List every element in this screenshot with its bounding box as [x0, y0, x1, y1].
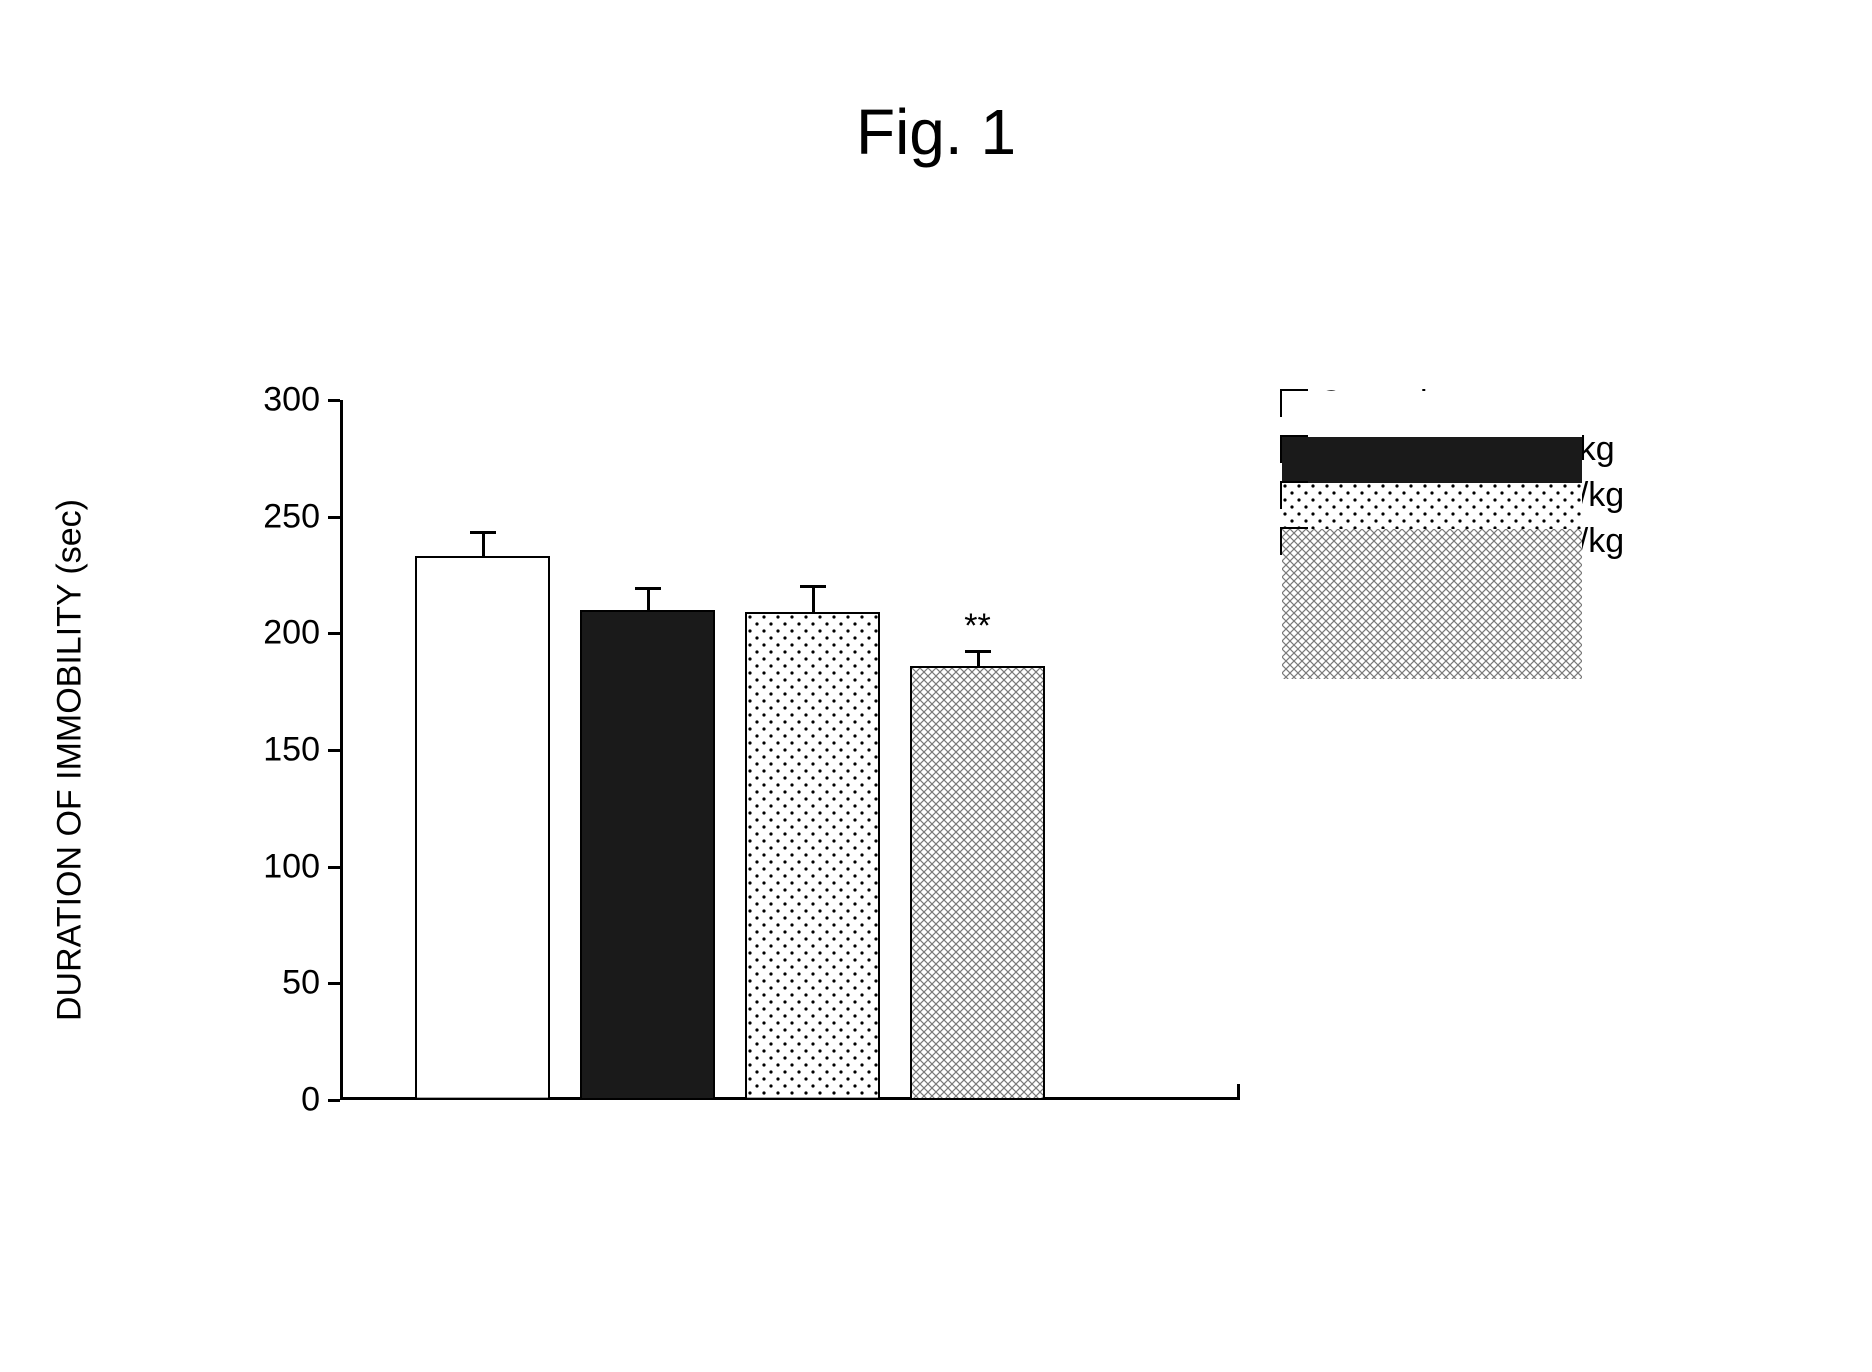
legend-swatch [1280, 527, 1308, 555]
y-tick-label: 0 [301, 1081, 340, 1120]
page: Fig. 1 DURATION OF IMMOBILITY (sec) 0501… [0, 0, 1872, 1372]
y-tick-label: 50 [282, 964, 340, 1003]
y-tick-label: 100 [263, 847, 340, 886]
error-bar-cap [800, 585, 826, 588]
bar [580, 610, 715, 1100]
bar [910, 666, 1045, 1100]
error-bar [482, 533, 485, 556]
bar [415, 556, 550, 1100]
y-tick-label: 200 [263, 614, 340, 653]
error-bar-cap [635, 587, 661, 590]
legend-swatch [1280, 389, 1308, 417]
y-axis-label: DURATION OF IMMOBILITY (sec) [51, 499, 90, 1021]
legend-item: Control [1280, 380, 1624, 426]
y-tick-label: 150 [263, 731, 340, 770]
legend-swatch [1280, 435, 1308, 463]
significance-marker: ** [964, 607, 990, 646]
legend-swatch [1280, 481, 1308, 509]
legend: ControlD-ribose 30 mg/kgD-ribose 100 mg/… [1280, 380, 1624, 564]
plot-area: 050100150200250300** [340, 400, 1240, 1100]
error-bar [977, 652, 980, 666]
bar [745, 612, 880, 1100]
bar-chart: DURATION OF IMMOBILITY (sec) 05010015020… [170, 400, 1370, 1120]
y-axis-line [340, 400, 343, 1100]
figure-title: Fig. 1 [0, 95, 1872, 169]
error-bar [812, 587, 815, 613]
error-bar-cap [470, 531, 496, 534]
y-tick-label: 250 [263, 497, 340, 536]
x-axis-end-tick [1237, 1084, 1240, 1100]
error-bar-cap [965, 650, 991, 653]
error-bar [647, 589, 650, 610]
y-tick-label: 300 [263, 381, 340, 420]
